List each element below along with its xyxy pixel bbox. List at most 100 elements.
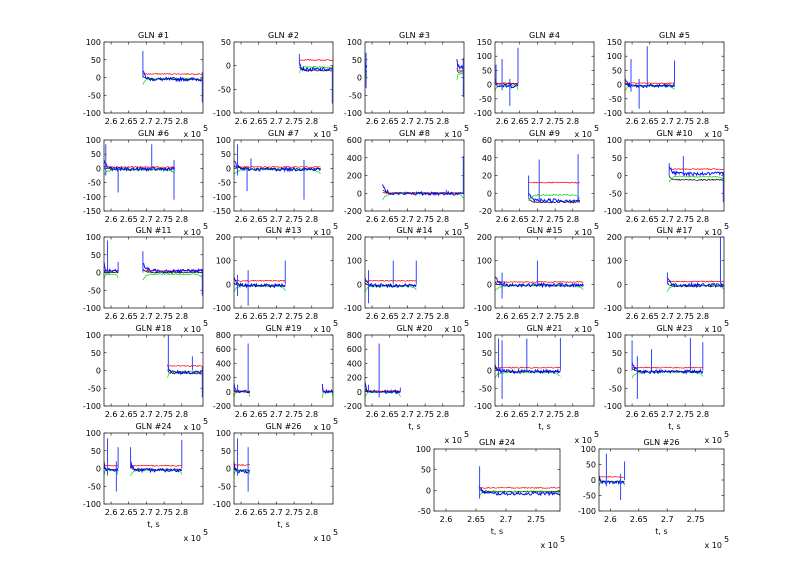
y-tick-label: 100 [347,38,362,47]
x-tick-label: 2.65 [511,410,529,419]
x-multiplier-exponent: 5 [333,528,338,537]
x-tick-label: 2.8 [436,410,449,419]
y-tick-label: -200 [213,402,231,411]
x-multiplier-label: x 10 [184,130,201,139]
y-tick-label: -50 [349,91,362,100]
y-tick-label: -100 [213,193,231,202]
subplot-18: GLN #18 -100 -50 0 50 100 2.6 2.65 2.7 2.75 2.8 x 1… [83,324,208,432]
y-tick-label: -50 [479,95,492,104]
x-tick-label: 2.75 [546,215,564,224]
axes-frame [103,334,204,407]
y-tick-label: 100 [477,331,492,340]
y-tick-label: -100 [344,304,362,313]
green-series-line [495,370,561,379]
x-tick-label: 2.6 [626,117,639,126]
blue-series-line [365,277,417,289]
x-tick-label: 2.8 [436,312,449,321]
x-multiplier-label: x 10 [184,325,201,334]
x-multiplier-exponent: 5 [203,124,208,133]
x-tick-label: 2.75 [285,117,303,126]
y-tick-label: 50 [221,150,231,159]
subplot-title: GLN #10 [656,129,692,138]
y-tick-label: 200 [347,172,362,181]
x-tick-label: 2.75 [155,508,173,517]
series-group [668,155,724,203]
y-tick-label: -100 [604,109,622,118]
x-tick-label: 2.6 [604,515,617,524]
x-tick-label: 2.75 [546,312,564,321]
y-tick-label: 100 [607,136,622,145]
subplot-7: GLN #7 -150 -100 -50 0 50 100 2.6 2.65 2.7 2.75 2.8… [213,129,338,237]
plot-area [365,140,464,211]
x-tick-label: 2.6 [366,312,379,321]
y-tick-label: 40 [482,154,492,163]
green-series-line [104,273,119,280]
x-multiplier-label: x 10 [445,228,462,237]
x-tick-label: 2.65 [641,117,659,126]
subplot-title: GLN #15 [526,226,562,235]
green-series-line [625,84,675,92]
x-tick-label: 2.75 [416,312,434,321]
red-series-line [234,166,321,169]
y-tick-label: 100 [477,257,492,266]
x-tick-label: 2.7 [500,515,513,524]
y-tick-label: 150 [477,38,492,47]
x-tick-label: 2.8 [696,117,709,126]
x-tick-label: 2.8 [696,215,709,224]
series-group [599,453,626,501]
y-tick-label: 50 [482,349,492,358]
blue-series-line [234,461,250,474]
y-tick-label: 600 [347,136,362,145]
plot-area [625,237,724,308]
blue-series-line [104,460,119,474]
subplot-3: GLN #3 -100 -50 0 50 100 2.6 2.65 2.7 2.75 2.8 x 10… [344,31,469,139]
y-tick-label: 20 [482,172,492,181]
x-multiplier-exponent: 5 [724,535,729,544]
x-tick-label: 2.75 [687,515,705,524]
x-tick-label: 2.8 [305,410,318,419]
y-tick-label: -20 [479,207,492,216]
red-series-line [130,464,182,467]
red-series-line [104,166,175,168]
x-multiplier-exponent: 5 [203,319,208,328]
x-tick-label: 2.75 [416,410,434,419]
x-multiplier-label: x 10 [445,436,462,445]
x-tick-label: 2.65 [511,312,529,321]
x-tick-label: 2.6 [496,215,509,224]
series-group [104,240,203,296]
subplot-4: GLN #4 -100 -50 0 50 100 150 2.6 2.65 2.7 2.75 2.8 x… [474,31,599,139]
x-tick-label: 2.65 [250,410,268,419]
red-series-line [669,168,724,171]
blue-series-line [365,381,401,395]
x-multiplier-label: x 10 [184,423,201,432]
x-tick-label: 2.65 [250,508,268,517]
axes-frame [233,139,334,212]
y-tick-label: -100 [213,109,231,118]
axes-frame [233,41,334,114]
x-tick-label: 2.6 [366,117,379,126]
subplot-title: GLN #24 [135,422,171,431]
plot-area [104,433,203,504]
blue-series-line [142,70,203,83]
subplot-title: GLN #26 [265,422,301,431]
x-multiplier-label: x 10 [314,534,331,543]
x-tick-label: 2.6 [235,508,248,517]
x-multiplier-exponent: 5 [724,124,729,133]
axes-frame [624,139,725,212]
red-series-line [234,463,251,466]
x-tick-label: 2.8 [305,508,318,517]
series-group [495,337,561,399]
y-tick-label: 50 [221,447,231,456]
x-tick-label: 2.75 [285,508,303,517]
red-series-line [528,181,581,184]
y-tick-label: 50 [352,56,362,65]
y-tick-label: -100 [344,109,362,118]
x-tick-label: 2.6 [626,312,639,321]
blue-series-line [495,78,519,89]
x-tick-label: 2.8 [305,117,318,126]
x-multiplier-exponent: 5 [724,319,729,328]
x-tick-label: 2.7 [270,312,283,321]
blue-series-line [631,361,704,375]
y-tick-label: 0 [357,74,362,83]
x-tick-label: 2.7 [140,410,153,419]
